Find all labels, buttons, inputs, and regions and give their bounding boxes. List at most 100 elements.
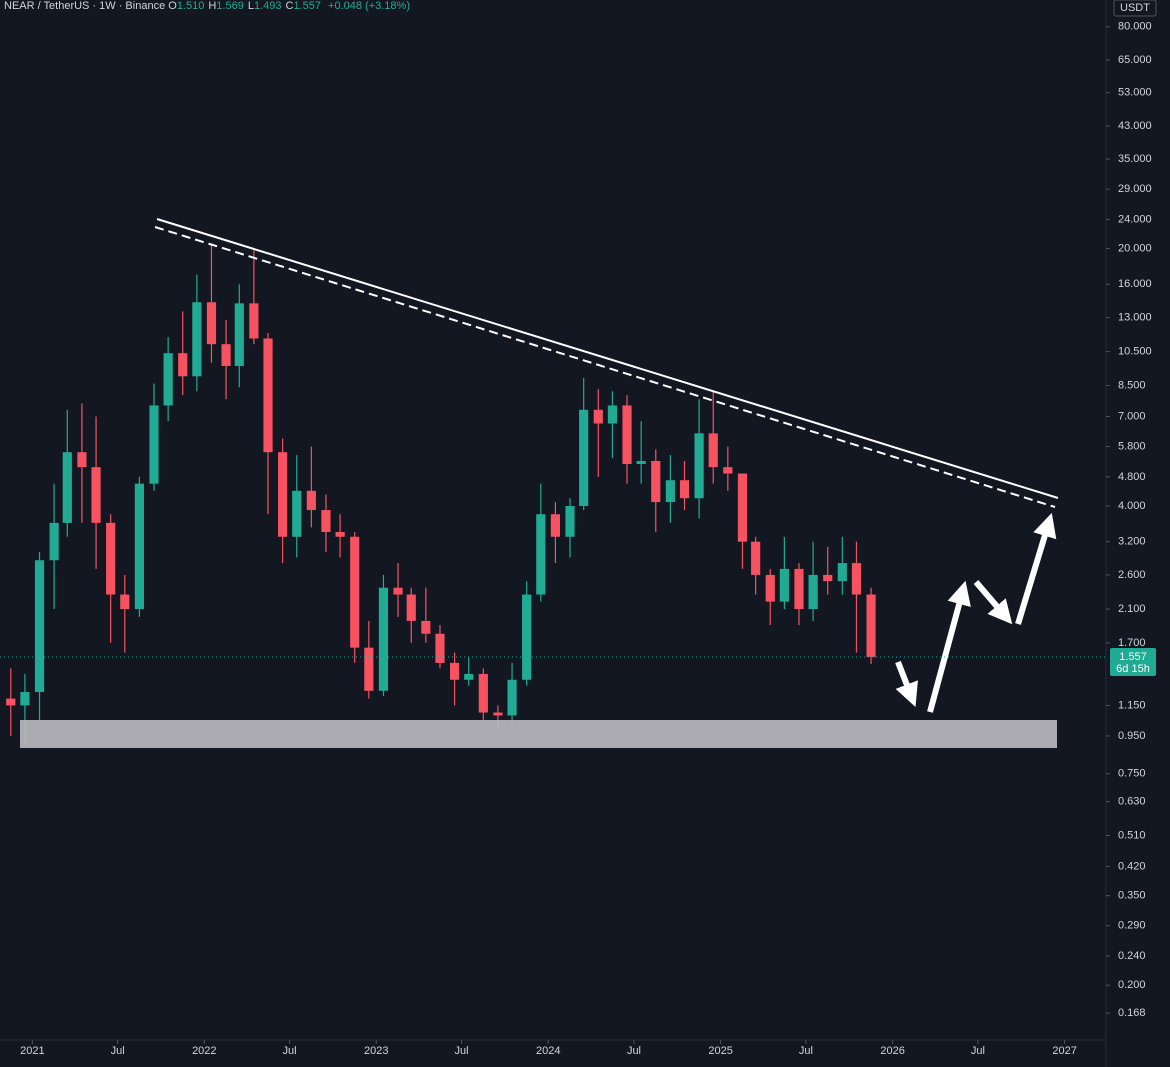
x-tick-label: 2023 bbox=[364, 1045, 388, 1057]
arrow bbox=[927, 580, 971, 713]
x-tick-label: Jul bbox=[455, 1045, 469, 1057]
currency-box bbox=[1113, 0, 1157, 17]
y-tick-label: 7.000 bbox=[1118, 410, 1146, 422]
candle-body bbox=[120, 594, 130, 610]
y-tick-label: 13.000 bbox=[1118, 311, 1152, 323]
candle-body bbox=[62, 452, 72, 523]
trend-line-dashed bbox=[154, 226, 1056, 508]
candle-body bbox=[49, 522, 59, 561]
candle-body bbox=[765, 574, 775, 602]
x-tick-label: 2024 bbox=[536, 1045, 560, 1057]
y-tick-label: 4.000 bbox=[1118, 500, 1146, 512]
symbol-title: NEAR / TetherUS · 1W · Binance bbox=[4, 0, 166, 12]
candle-body bbox=[306, 490, 316, 511]
candle-body bbox=[837, 563, 847, 582]
x-tick-label: 2027 bbox=[1052, 1045, 1076, 1057]
y-tick-label: 8.500 bbox=[1118, 379, 1146, 391]
y-tick-label: 0.510 bbox=[1118, 829, 1146, 841]
ohlc-value: 1.569 bbox=[216, 0, 244, 12]
candle-body bbox=[106, 522, 116, 595]
candle-body bbox=[149, 405, 159, 484]
countdown: 6d 15h bbox=[1116, 663, 1150, 675]
ohlc-key: L bbox=[247, 0, 254, 12]
candle-body bbox=[651, 460, 661, 503]
candle-body bbox=[679, 480, 690, 499]
last-price-box bbox=[1110, 647, 1156, 676]
ohlc-key: H bbox=[208, 0, 217, 12]
x-tick-label: 2022 bbox=[192, 1045, 216, 1057]
candle-body bbox=[464, 673, 474, 680]
candle-body bbox=[221, 344, 231, 366]
candle-body bbox=[851, 563, 862, 595]
candle-body bbox=[536, 514, 546, 595]
ohlc-key: C bbox=[285, 0, 294, 12]
candle-body bbox=[593, 409, 603, 424]
candle-body bbox=[278, 452, 288, 537]
candle-body bbox=[20, 692, 30, 706]
y-tick-label: 80.000 bbox=[1118, 21, 1152, 33]
change: +0.048 (+3.18%) bbox=[328, 0, 410, 12]
y-tick-label: 0.950 bbox=[1118, 730, 1146, 742]
y-tick-label: 0.420 bbox=[1118, 860, 1146, 872]
candle-body bbox=[823, 574, 833, 582]
y-tick-label: 5.800 bbox=[1118, 440, 1146, 452]
y-tick-label: 0.168 bbox=[1118, 1007, 1146, 1019]
x-tick-label: 2021 bbox=[20, 1045, 44, 1057]
candle-body bbox=[751, 541, 761, 575]
ohlc-value: 1.557 bbox=[293, 0, 321, 12]
candle-body bbox=[579, 409, 589, 507]
candle-body bbox=[622, 405, 632, 465]
candle-body bbox=[34, 560, 45, 693]
x-tick-label: Jul bbox=[799, 1045, 813, 1057]
candle-body bbox=[192, 302, 202, 377]
y-tick-label: 20.000 bbox=[1118, 242, 1152, 254]
y-tick-label: 4.800 bbox=[1118, 471, 1146, 483]
candle-body bbox=[249, 303, 259, 339]
candle-body bbox=[321, 510, 331, 533]
y-tick-label: 24.000 bbox=[1118, 213, 1152, 225]
candle-body bbox=[421, 620, 431, 634]
candle-body bbox=[478, 673, 488, 713]
currency: USDT bbox=[1120, 2, 1150, 14]
candle-body bbox=[708, 433, 718, 468]
x-tick-label: Jul bbox=[283, 1045, 297, 1057]
y-tick-label: 16.000 bbox=[1118, 278, 1152, 290]
last-price-label: 1.557 bbox=[1119, 651, 1147, 663]
x-tick-label: Jul bbox=[971, 1045, 985, 1057]
trend-line bbox=[156, 218, 1059, 499]
candle-body bbox=[234, 303, 244, 366]
arrow bbox=[1015, 512, 1057, 625]
candle-body bbox=[263, 338, 273, 453]
candles bbox=[6, 244, 876, 745]
support-zone bbox=[20, 720, 1057, 748]
candle-body bbox=[435, 633, 445, 663]
candle-body bbox=[77, 452, 87, 468]
y-tick-label: 0.750 bbox=[1118, 768, 1146, 780]
y-tick-label: 3.200 bbox=[1118, 536, 1146, 548]
y-tick-label: 2.100 bbox=[1118, 603, 1146, 615]
projection-arrows bbox=[895, 512, 1057, 713]
candle-body bbox=[91, 467, 101, 523]
x-tick-label: 2026 bbox=[880, 1045, 904, 1057]
y-tick-label: 2.600 bbox=[1118, 569, 1146, 581]
candle-body bbox=[178, 353, 188, 377]
candle-body bbox=[808, 574, 818, 610]
candle-body bbox=[378, 587, 389, 691]
arrow bbox=[973, 580, 1013, 625]
candle-body bbox=[6, 698, 16, 706]
x-tick-label: 2025 bbox=[708, 1045, 732, 1057]
candle-body bbox=[335, 532, 345, 537]
ohlc-value: 1.493 bbox=[253, 0, 282, 12]
y-tick-label: 0.290 bbox=[1118, 920, 1146, 932]
candle-body bbox=[350, 536, 360, 648]
y-tick-label: 10.500 bbox=[1118, 346, 1152, 358]
candle-body bbox=[406, 594, 416, 621]
y-tick-label: 0.350 bbox=[1118, 890, 1146, 902]
candle-body bbox=[636, 460, 646, 465]
y-tick-label: 43.000 bbox=[1118, 120, 1152, 132]
candle-body bbox=[507, 679, 517, 716]
candle-body bbox=[493, 712, 503, 716]
